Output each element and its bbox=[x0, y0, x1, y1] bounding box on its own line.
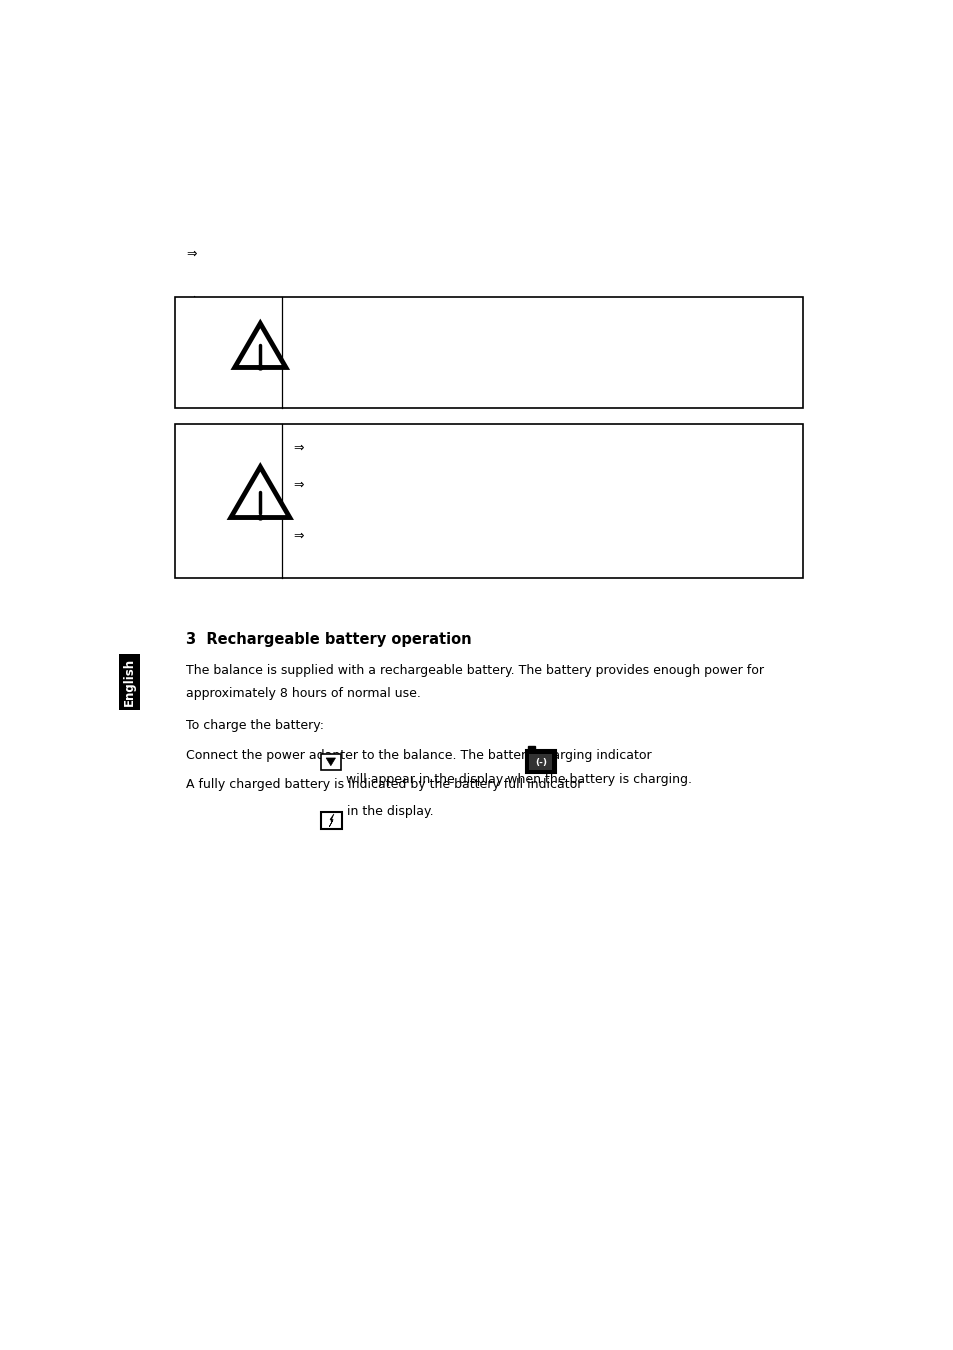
Text: (-): (-) bbox=[535, 759, 546, 767]
Text: ⇒: ⇒ bbox=[294, 529, 304, 543]
FancyBboxPatch shape bbox=[174, 424, 802, 578]
Polygon shape bbox=[326, 757, 335, 765]
Text: ⇒: ⇒ bbox=[294, 479, 304, 491]
Text: will appear in the display when the battery is charging.: will appear in the display when the batt… bbox=[345, 774, 691, 787]
Text: A fully charged battery is indicated by the battery full indicator: A fully charged battery is indicated by … bbox=[186, 778, 581, 791]
FancyBboxPatch shape bbox=[174, 297, 802, 409]
Text: Connect the power adapter to the balance. The battery charging indicator: Connect the power adapter to the balance… bbox=[186, 749, 651, 761]
Text: ⇒: ⇒ bbox=[294, 441, 304, 455]
Text: 3  Rechargeable battery operation: 3 Rechargeable battery operation bbox=[186, 632, 471, 647]
Polygon shape bbox=[231, 467, 290, 517]
FancyBboxPatch shape bbox=[320, 811, 342, 829]
Text: ⇒: ⇒ bbox=[186, 293, 196, 305]
Text: English: English bbox=[123, 657, 135, 706]
Text: approximately 8 hours of normal use.: approximately 8 hours of normal use. bbox=[186, 687, 420, 701]
Polygon shape bbox=[329, 814, 334, 826]
Text: in the display.: in the display. bbox=[347, 805, 434, 818]
Text: To charge the battery:: To charge the battery: bbox=[186, 720, 324, 733]
FancyBboxPatch shape bbox=[320, 755, 340, 770]
Text: ⇒: ⇒ bbox=[186, 338, 196, 350]
FancyBboxPatch shape bbox=[529, 755, 552, 771]
FancyBboxPatch shape bbox=[528, 747, 534, 751]
Polygon shape bbox=[234, 324, 286, 367]
Text: ⇒: ⇒ bbox=[186, 248, 196, 261]
FancyBboxPatch shape bbox=[525, 751, 555, 774]
Text: The balance is supplied with a rechargeable battery. The battery provides enough: The balance is supplied with a rechargea… bbox=[186, 664, 763, 678]
